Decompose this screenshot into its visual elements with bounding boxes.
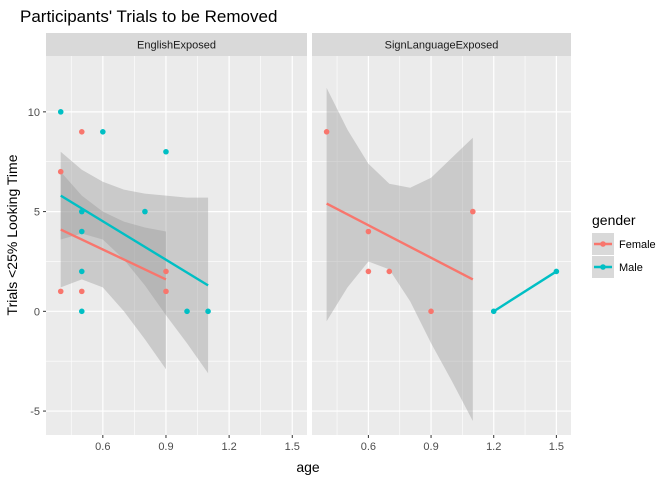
confidence-band-male [60,151,209,374]
legend-key-point [600,264,606,270]
fit-line-male [60,194,209,287]
legend-label: Female [619,239,656,251]
legend: gender Female Male [592,212,656,278]
x-tick-label: 0.6 [361,441,376,453]
x-tick-label: 1.5 [285,441,300,453]
facet-strip-label: SignLanguageExposed [385,40,499,52]
confidence-band-female [326,87,473,422]
data-point-male [78,268,85,275]
legend-entry-male: Male [592,256,643,278]
fit-line-female [326,202,474,281]
y-tick-label: 5 [34,207,40,219]
x-axes: 0.6 0.9 1.2 1.5 0.6 0.9 1.2 1.5 [95,435,564,453]
legend-key-point [600,241,606,247]
data-point-female [365,268,372,275]
data-point-female [78,129,85,135]
data-point-female [163,268,169,275]
x-tick-label: 1.2 [486,441,501,453]
panel-background [312,56,571,435]
facet-strip-label: EnglishExposed [137,40,216,52]
data-point-male [57,109,64,115]
y-tick-label: -5 [30,406,40,418]
data-point-female [428,308,434,315]
x-axis-title: age [296,459,320,475]
confidence-band-female [60,171,167,370]
panel-englishexposed: EnglishExposed [46,33,307,435]
legend-entry-female: Female [592,233,656,255]
chart-title: Participants' Trials to be Removed [20,7,277,26]
x-tick-label: 0.9 [158,441,173,453]
gridlines [312,56,571,435]
facet-strip [46,33,307,56]
y-axis: -5 0 5 10 [28,107,46,418]
data-point-female [57,288,64,295]
gridlines [46,56,307,435]
fit-line-male [493,270,558,313]
data-point-male [184,308,190,315]
facet-strip [312,33,571,56]
data-point-male [163,148,169,155]
data-point-female [386,268,393,275]
x-tick-label: 1.5 [549,441,564,453]
y-axis-title: Trials <25% Looking Time [4,154,20,315]
data-point-male [142,208,148,215]
y-tick-label: 10 [28,107,40,119]
panel-background [46,56,307,435]
data-point-female [57,168,64,175]
data-point-female [470,208,476,215]
panels: EnglishExposed SignLanguageExposed [46,33,571,435]
x-tick-label: 0.9 [423,441,438,453]
fit-line-female [60,228,167,281]
data-point-male [100,129,106,135]
x-tick-label: 1.2 [221,441,236,453]
data-point-male [205,308,211,315]
legend-entries: Female Male [592,233,656,278]
data-point-female [163,288,169,295]
data-point-male [78,228,85,235]
panel-signlanguageexposed: SignLanguageExposed [312,33,571,435]
data-point-female [323,129,330,135]
legend-label: Male [619,262,643,274]
y-tick-label: 0 [34,306,40,318]
legend-title: gender [592,212,636,228]
data-point-female [365,228,372,235]
data-point-male [78,308,85,315]
data-point-female [78,288,85,295]
x-tick-label: 0.6 [95,441,110,453]
